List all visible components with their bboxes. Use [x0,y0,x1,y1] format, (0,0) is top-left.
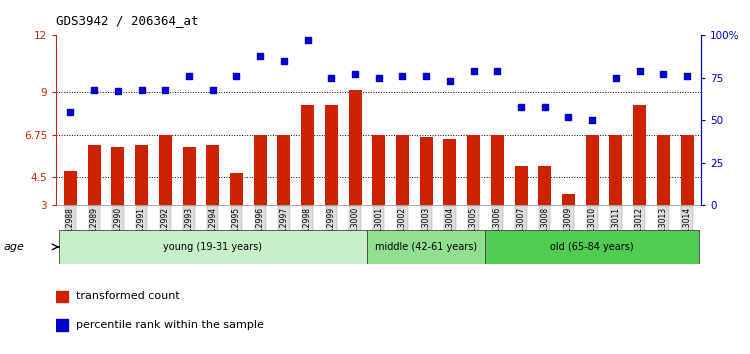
Bar [514,166,527,205]
Text: transformed count: transformed count [76,291,179,301]
Point [136,87,148,93]
Bar [562,194,575,205]
Bar [112,147,125,205]
Bar [159,135,172,205]
Bar [490,135,504,205]
Bar [367,230,485,264]
Bar [58,230,367,264]
Bar [420,137,433,205]
Text: middle (42-61 years): middle (42-61 years) [375,242,477,252]
Point [254,53,266,59]
Bar [206,145,219,205]
Point [515,104,527,110]
Point [397,73,409,79]
Point [207,87,219,93]
Point [230,73,242,79]
Text: percentile rank within the sample: percentile rank within the sample [76,320,263,330]
Point [444,79,456,84]
Text: old (65-84 years): old (65-84 years) [550,242,634,252]
Text: age: age [4,242,25,252]
Bar [396,135,409,205]
Point [657,72,669,77]
Bar [657,135,670,205]
Point [373,75,385,81]
Point [562,114,574,120]
Bar [182,147,196,205]
Point [610,75,622,81]
Bar [609,135,622,205]
Point [634,68,646,74]
Point [467,68,479,74]
Bar [680,135,694,205]
Point [183,73,195,79]
Bar [88,145,100,205]
Bar [538,166,551,205]
Point [586,118,598,123]
Bar [485,230,699,264]
Point [64,109,76,115]
Bar [56,291,68,302]
Point [491,68,503,74]
Point [326,75,338,81]
Bar [278,135,290,205]
Point [88,87,101,93]
Bar [349,90,361,205]
Bar [372,135,386,205]
Point [349,72,361,77]
Bar [254,135,267,205]
Point [112,88,124,94]
Point [302,38,313,43]
Text: GDS3942 / 206364_at: GDS3942 / 206364_at [56,14,199,27]
Point [159,87,171,93]
Bar [135,145,148,205]
Bar [56,319,68,331]
Point [420,73,432,79]
Bar [325,105,338,205]
Bar [230,173,243,205]
Bar [586,135,598,205]
Bar [443,139,457,205]
Point [278,58,290,64]
Bar [64,171,77,205]
Bar [301,105,314,205]
Bar [467,135,480,205]
Point [681,73,693,79]
Point [538,104,550,110]
Text: young (19-31 years): young (19-31 years) [164,242,262,252]
Bar [633,105,646,205]
